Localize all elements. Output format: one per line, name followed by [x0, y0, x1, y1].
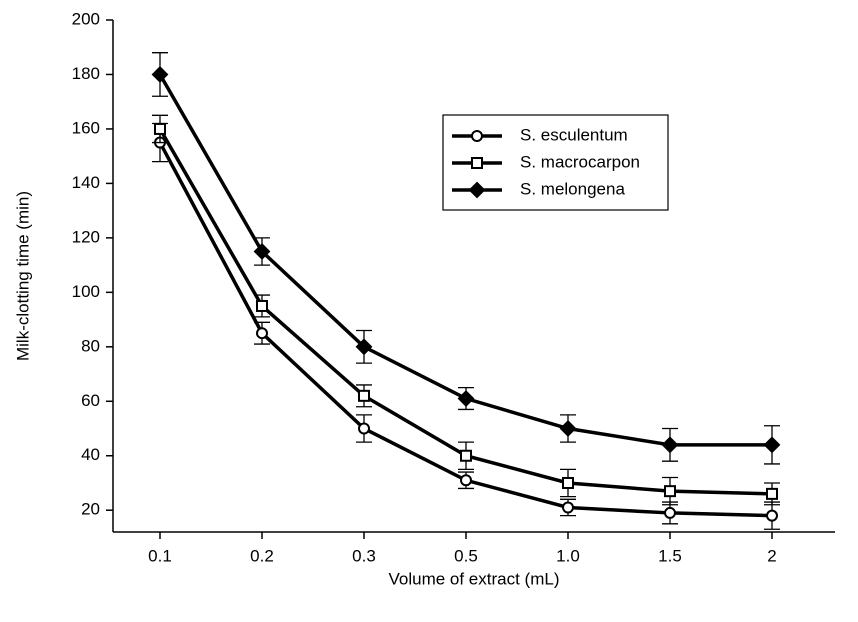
marker [766, 509, 778, 522]
x-tick-label: 2 [767, 546, 776, 565]
y-tick-label: 200 [72, 9, 100, 28]
marker [471, 157, 483, 169]
marker [460, 449, 472, 462]
x-axis-label: Volume of extract (mL) [388, 569, 559, 588]
x-tick-label: 0.5 [454, 546, 478, 565]
y-tick-label: 40 [81, 445, 100, 464]
marker [562, 501, 574, 514]
marker [151, 66, 169, 83]
x-tick-label: 0.3 [352, 546, 376, 565]
legend-label: S. macrocarpon [520, 152, 640, 171]
y-tick-label: 100 [72, 282, 100, 301]
y-tick-label: 180 [72, 64, 100, 83]
marker [358, 389, 370, 402]
y-tick-label: 60 [81, 391, 100, 410]
marker [763, 436, 781, 454]
x-tick-label: 1.5 [658, 546, 682, 565]
marker [661, 436, 679, 454]
x-tick-label: 0.1 [148, 546, 172, 565]
marker [664, 485, 676, 498]
y-tick-label: 20 [81, 500, 100, 519]
marker [460, 474, 472, 487]
marker [766, 487, 778, 500]
marker [253, 243, 271, 260]
y-tick-label: 140 [72, 173, 100, 192]
marker [256, 327, 268, 340]
y-tick-label: 160 [72, 118, 100, 137]
marker [562, 476, 574, 489]
marker [154, 122, 166, 135]
x-tick-label: 0.2 [250, 546, 274, 565]
legend-label: S. melongena [520, 179, 625, 198]
marker [471, 130, 483, 142]
marker [664, 506, 676, 519]
y-tick-label: 80 [81, 336, 100, 355]
marker [355, 338, 373, 356]
y-axis-label: Milk-clotting time (min) [13, 191, 32, 361]
marker [559, 420, 577, 437]
marker [358, 422, 370, 435]
marker [468, 181, 486, 199]
y-tick-label: 120 [72, 227, 100, 246]
legend-label: S. esculentum [520, 125, 628, 144]
marker [457, 390, 475, 407]
marker [256, 299, 268, 312]
x-tick-label: 1.0 [556, 546, 580, 565]
